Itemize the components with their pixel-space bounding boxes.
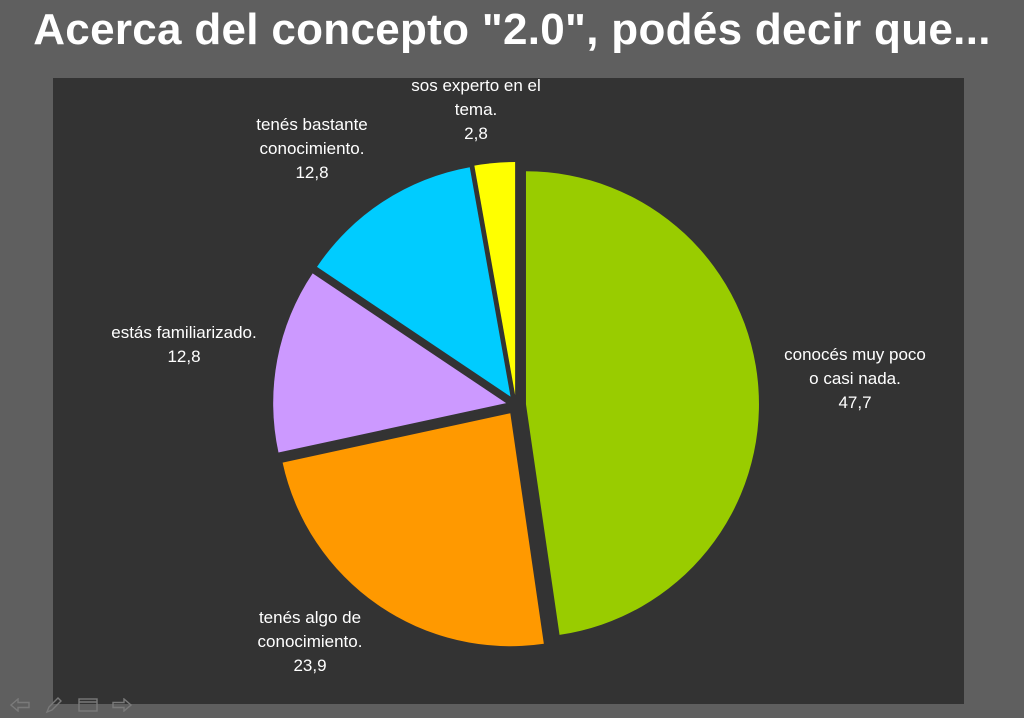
slice-label: tenés algo de conocimiento. 23,9 (258, 608, 363, 675)
slice-value-label: 12,8 (295, 163, 328, 182)
slice-label: estás familiarizado. 12,8 (111, 323, 257, 366)
slice-label: conocés muy poco o casi nada. 47,7 (784, 345, 926, 412)
slide-menu-icon[interactable] (76, 696, 100, 714)
slice-category-label: tema. (455, 100, 498, 119)
pie-chart: conocés muy poco o casi nada. 47,7 tenés al… (53, 78, 964, 704)
slice-category-label: tenés bastante (256, 115, 368, 134)
slice-category-label: o casi nada. (809, 369, 901, 388)
slice-label: sos experto en el tema. 2,8 (411, 78, 540, 143)
pie-slice (474, 162, 516, 396)
slice-value-label: 12,8 (167, 347, 200, 366)
slice-category-label: estás familiarizado. (111, 323, 257, 342)
pie-slice (317, 167, 511, 397)
slice-category-label: conocés muy poco (784, 345, 926, 364)
slide-navigation (8, 696, 134, 714)
pen-icon[interactable] (42, 696, 66, 714)
pie-slice (273, 273, 507, 453)
slice-value-label: 47,7 (838, 393, 871, 412)
previous-slide-icon[interactable] (8, 696, 32, 714)
slice-label: tenés bastante conocimiento. 12,8 (256, 115, 368, 182)
slice-category-label: conocimiento. (258, 632, 363, 651)
pie-chart-svg: conocés muy poco o casi nada. 47,7 tenés al… (111, 78, 926, 675)
slice-category-label: sos experto en el (411, 78, 540, 95)
slice-value-label: 23,9 (293, 656, 326, 675)
next-slide-icon[interactable] (110, 696, 134, 714)
slice-value-label: 2,8 (464, 124, 488, 143)
pie-slice (525, 171, 759, 635)
slice-category-label: tenés algo de (259, 608, 361, 627)
pie-slice (282, 413, 544, 647)
slice-category-label: conocimiento. (260, 139, 365, 158)
slide-title: Acerca del concepto "2.0", podés decir q… (33, 5, 991, 54)
